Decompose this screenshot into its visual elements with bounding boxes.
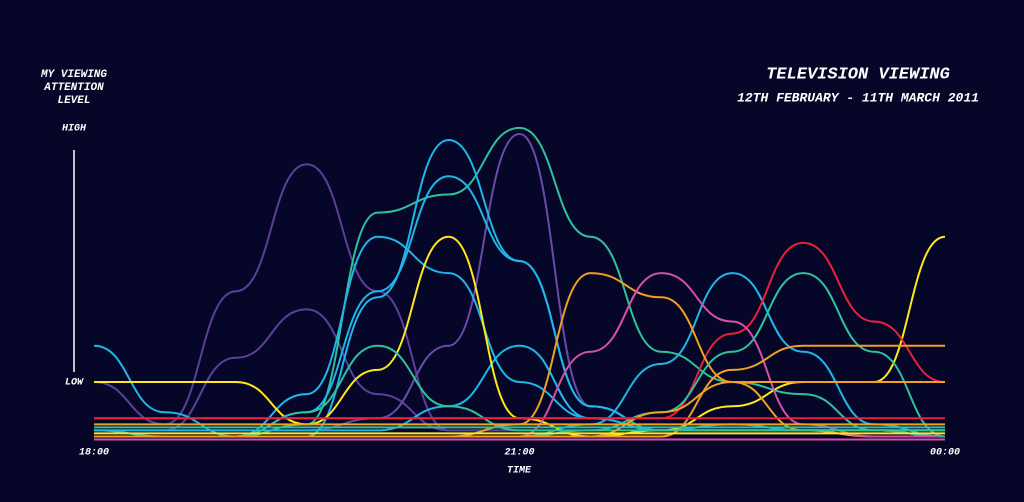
x-tick-label: 18:00 — [79, 448, 109, 459]
x-tick-label: 21:00 — [504, 448, 534, 459]
chart-title: TELEVISION VIEWING — [766, 65, 950, 84]
y-axis-label: ATTENTION — [43, 82, 104, 94]
y-tick-label: LOW — [65, 378, 84, 389]
y-axis-label: MY VIEWING — [40, 69, 107, 81]
series-line — [94, 380, 945, 438]
y-tick-label: HIGH — [62, 124, 87, 135]
x-tick-label: 00:00 — [930, 448, 960, 459]
y-axis-label: LEVEL — [57, 95, 90, 107]
chart-subtitle: 12TH FEBRUARY - 11TH MARCH 2011 — [737, 90, 979, 105]
x-axis-label: TIME — [507, 466, 532, 477]
